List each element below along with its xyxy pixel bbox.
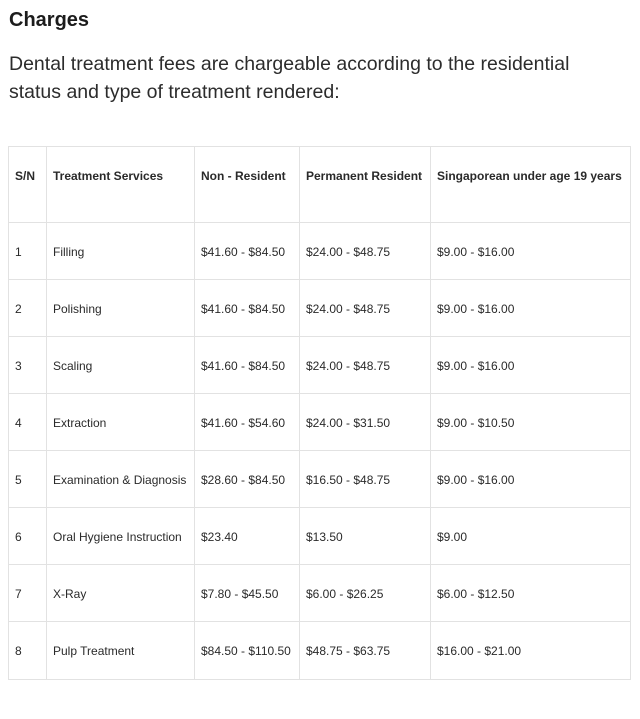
cell-sn: 6 (8, 507, 47, 565)
cell-service: Examination & Diagnosis (46, 450, 195, 508)
cell-service: Filling (46, 222, 195, 280)
cell-permanent-resident: $6.00 - $26.25 (299, 564, 431, 622)
header-sn: S/N (8, 146, 47, 223)
table-row: 6 Oral Hygiene Instruction $23.40 $13.50… (8, 507, 631, 565)
header-treatment-services: Treatment Services (46, 146, 195, 223)
cell-non-resident: $41.60 - $84.50 (194, 222, 300, 280)
cell-sn: 8 (8, 621, 47, 680)
cell-non-resident: $41.60 - $84.50 (194, 336, 300, 394)
cell-non-resident: $7.80 - $45.50 (194, 564, 300, 622)
cell-non-resident: $28.60 - $84.50 (194, 450, 300, 508)
cell-sn: 2 (8, 279, 47, 337)
table-row: 2 Polishing $41.60 - $84.50 $24.00 - $48… (8, 279, 631, 337)
cell-sn: 1 (8, 222, 47, 280)
header-singaporean: Singaporean under age 19 years (430, 146, 631, 223)
cell-sn: 7 (8, 564, 47, 622)
cell-sn: 5 (8, 450, 47, 508)
cell-permanent-resident: $16.50 - $48.75 (299, 450, 431, 508)
cell-singaporean: $6.00 - $12.50 (430, 564, 631, 622)
header-non-resident: Non - Resident (194, 146, 300, 223)
cell-non-resident: $41.60 - $84.50 (194, 279, 300, 337)
table-row: 4 Extraction $41.60 - $54.60 $24.00 - $3… (8, 393, 631, 451)
cell-singaporean: $9.00 (430, 507, 631, 565)
table-row: 7 X-Ray $7.80 - $45.50 $6.00 - $26.25 $6… (8, 564, 631, 622)
cell-permanent-resident: $24.00 - $48.75 (299, 336, 431, 394)
cell-singaporean: $16.00 - $21.00 (430, 621, 631, 680)
table-row: 1 Filling $41.60 - $84.50 $24.00 - $48.7… (8, 222, 631, 280)
cell-permanent-resident: $24.00 - $48.75 (299, 279, 431, 337)
cell-sn: 3 (8, 336, 47, 394)
fees-table: S/N Treatment Services Non - Resident Pe… (8, 146, 631, 680)
cell-service: X-Ray (46, 564, 195, 622)
cell-service: Polishing (46, 279, 195, 337)
cell-service: Oral Hygiene Instruction (46, 507, 195, 565)
cell-singaporean: $9.00 - $16.00 (430, 222, 631, 280)
cell-non-resident: $84.50 - $110.50 (194, 621, 300, 680)
cell-singaporean: $9.00 - $16.00 (430, 336, 631, 394)
cell-service: Pulp Treatment (46, 621, 195, 680)
intro-paragraph: Dental treatment fees are chargeable acc… (9, 53, 570, 103)
table-row: 5 Examination & Diagnosis $28.60 - $84.5… (8, 450, 631, 508)
cell-singaporean: $9.00 - $10.50 (430, 393, 631, 451)
table-row: 3 Scaling $41.60 - $84.50 $24.00 - $48.7… (8, 336, 631, 394)
table-header-row: S/N Treatment Services Non - Resident Pe… (8, 146, 631, 223)
cell-singaporean: $9.00 - $16.00 (430, 279, 631, 337)
cell-service: Scaling (46, 336, 195, 394)
cell-permanent-resident: $48.75 - $63.75 (299, 621, 431, 680)
cell-permanent-resident: $24.00 - $48.75 (299, 222, 431, 280)
cell-singaporean: $9.00 - $16.00 (430, 450, 631, 508)
cell-permanent-resident: $24.00 - $31.50 (299, 393, 431, 451)
header-permanent-resident: Permanent Resident (299, 146, 431, 223)
cell-permanent-resident: $13.50 (299, 507, 431, 565)
cell-non-resident: $41.60 - $54.60 (194, 393, 300, 451)
cell-non-resident: $23.40 (194, 507, 300, 565)
cell-sn: 4 (8, 393, 47, 451)
cell-service: Extraction (46, 393, 195, 451)
table-row: 8 Pulp Treatment $84.50 - $110.50 $48.75… (8, 621, 631, 680)
page-title: Charges (9, 9, 90, 31)
